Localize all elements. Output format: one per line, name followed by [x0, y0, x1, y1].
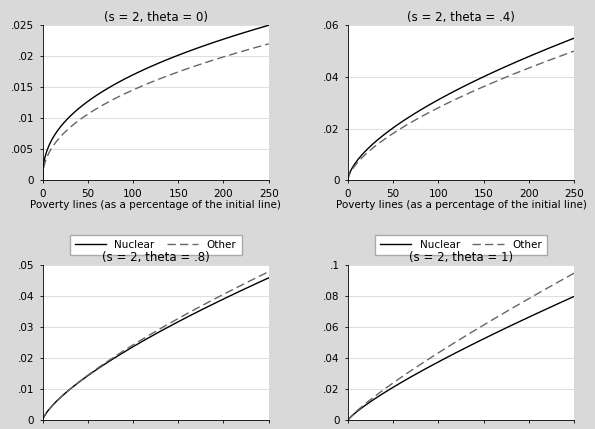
Other — [530, 293, 537, 298]
Nuclear — [39, 178, 46, 183]
Line: Other: Other — [43, 272, 269, 420]
Other — [345, 418, 352, 423]
Legend: Nuclear, Other: Nuclear, Other — [375, 235, 547, 255]
Other — [364, 150, 371, 155]
Title: (s = 2, theta = .4): (s = 2, theta = .4) — [407, 11, 515, 24]
Other — [571, 271, 578, 276]
Nuclear — [530, 312, 537, 317]
Nuclear — [480, 336, 487, 341]
Nuclear — [571, 36, 578, 41]
Title: (s = 2, theta = .8): (s = 2, theta = .8) — [102, 251, 209, 264]
X-axis label: Poverty lines (as a percentage of the initial line): Poverty lines (as a percentage of the in… — [30, 200, 281, 210]
Nuclear — [39, 418, 46, 423]
Nuclear — [123, 76, 130, 81]
Line: Other: Other — [348, 51, 574, 180]
Other — [59, 132, 66, 137]
Nuclear — [571, 294, 578, 299]
Other — [123, 346, 130, 351]
Nuclear — [349, 412, 356, 417]
Other — [349, 166, 356, 171]
Nuclear — [225, 294, 232, 299]
Other — [428, 109, 436, 114]
X-axis label: Poverty lines (as a percentage of the initial line): Poverty lines (as a percentage of the in… — [336, 200, 587, 210]
Line: Nuclear: Nuclear — [348, 296, 574, 420]
Line: Nuclear: Nuclear — [43, 278, 269, 420]
Legend: Nuclear, Other: Nuclear, Other — [70, 235, 242, 255]
Nuclear — [123, 348, 130, 353]
Other — [265, 41, 273, 46]
Nuclear — [364, 146, 371, 151]
Other — [364, 399, 371, 404]
Other — [44, 409, 51, 414]
Nuclear — [364, 401, 371, 406]
Other — [480, 322, 487, 327]
Other — [175, 69, 182, 74]
Nuclear — [44, 146, 51, 151]
Nuclear — [428, 101, 436, 106]
Nuclear — [51, 401, 58, 406]
Title: (s = 2, theta = 0): (s = 2, theta = 0) — [104, 11, 208, 24]
Line: Nuclear: Nuclear — [43, 25, 269, 180]
Other — [59, 393, 66, 398]
Line: Other: Other — [43, 44, 269, 180]
Nuclear — [356, 154, 364, 160]
Nuclear — [428, 363, 436, 368]
Nuclear — [59, 393, 66, 398]
Nuclear — [51, 133, 58, 138]
Other — [349, 412, 356, 417]
Nuclear — [265, 23, 273, 28]
Nuclear — [345, 178, 352, 183]
Other — [265, 269, 273, 274]
Other — [175, 316, 182, 321]
Other — [345, 178, 352, 183]
Line: Other: Other — [348, 273, 574, 420]
Other — [530, 63, 537, 69]
Other — [44, 153, 51, 158]
Other — [39, 178, 46, 183]
Other — [480, 84, 487, 89]
Nuclear — [44, 409, 51, 414]
Other — [51, 141, 58, 146]
Other — [123, 91, 130, 96]
Other — [571, 48, 578, 54]
Nuclear — [349, 164, 356, 169]
Nuclear — [59, 122, 66, 127]
Nuclear — [530, 52, 537, 57]
Nuclear — [265, 275, 273, 281]
Line: Nuclear: Nuclear — [348, 38, 574, 180]
Other — [428, 354, 436, 360]
Other — [225, 289, 232, 294]
Other — [356, 406, 364, 411]
Nuclear — [480, 74, 487, 79]
Other — [39, 418, 46, 423]
Other — [356, 157, 364, 163]
Title: (s = 2, theta = 1): (s = 2, theta = 1) — [409, 251, 513, 264]
Nuclear — [175, 319, 182, 324]
Other — [225, 53, 232, 58]
Nuclear — [175, 53, 182, 58]
Nuclear — [356, 407, 364, 412]
Other — [51, 401, 58, 406]
Nuclear — [225, 35, 232, 40]
Nuclear — [345, 418, 352, 423]
